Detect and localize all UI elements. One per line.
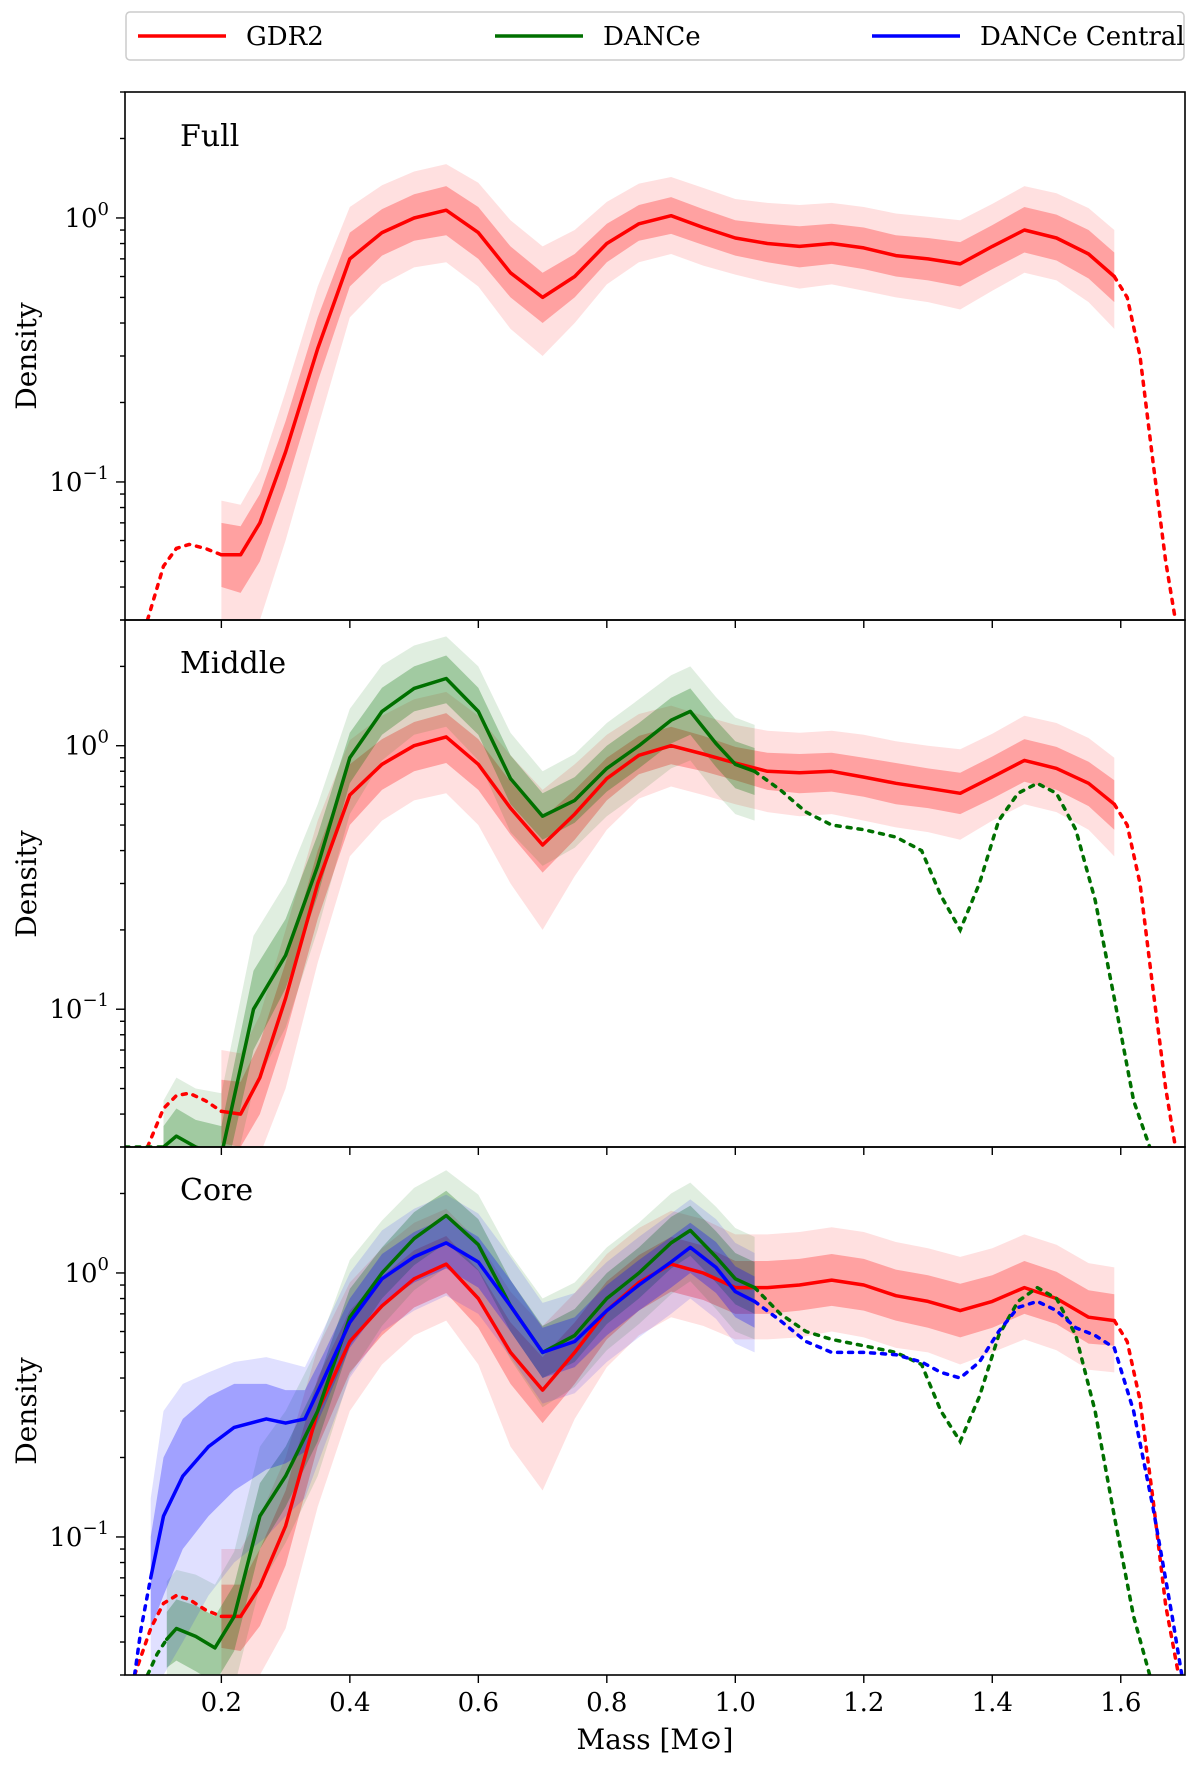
middle-gdr2-extrapolation-right — [1112, 802, 1178, 1147]
middle-dance-line — [161, 676, 757, 1147]
core-dance-central-extrapolation-left — [132, 1576, 153, 1675]
core-dance-central-line — [148, 1241, 757, 1580]
legend: GDR2 DANCe DANCe Central — [125, 11, 1185, 61]
core-dance-central-inner-band — [150, 1217, 755, 1629]
y-axis-label-core: Density — [10, 1357, 43, 1465]
core-x-tick-label: 0.6 — [458, 1688, 499, 1718]
full-gdr2-extrapolation-right — [1112, 274, 1178, 620]
core-x-tick-label: 1.0 — [715, 1688, 756, 1718]
legend-label-dance-central: DANCe Central — [980, 22, 1185, 52]
middle-gdr2-extrapolation-left — [145, 1091, 224, 1147]
ticks-middle: 10−1 100 — [49, 619, 1122, 1155]
panel-title-core: Core — [180, 1173, 253, 1208]
middle-y-tick-label: 10−1 — [49, 990, 109, 1025]
core-y-tick-label: 100 — [64, 1254, 109, 1289]
middle-y-tick-label: 100 — [64, 727, 109, 762]
legend-label-dance: DANCe — [603, 22, 701, 52]
plot-area-full — [145, 164, 1178, 620]
middle-dance-outer-band — [163, 636, 755, 1147]
panel-middle: 10−1 100 Middle Density — [10, 619, 1186, 1155]
core-gdr2-outer-band — [221, 1208, 1115, 1675]
full-gdr2-outer-band — [221, 164, 1115, 620]
plot-area-middle — [125, 636, 1178, 1147]
panel-title-full: Full — [180, 119, 239, 154]
core-y-tick-label: 10−1 — [49, 1518, 109, 1553]
ticks-core: 10−1 100 0.2 0.4 0.6 0.8 1.0 1.2 1.4 1.6 — [49, 1146, 1141, 1718]
y-axis-label-middle: Density — [10, 830, 43, 938]
x-axis-label: Mass [M⊙] — [577, 1723, 734, 1756]
ticks-full: 10−1 100 — [49, 91, 1122, 628]
core-gdr2-extrapolation-right — [1112, 1318, 1181, 1675]
core-dance-extrapolation-right — [752, 1285, 1152, 1675]
legend-entry-gdr2: GDR2 — [138, 22, 324, 52]
core-x-tick-label: 0.8 — [586, 1688, 627, 1718]
legend-entry-dance-central: DANCe Central — [872, 22, 1185, 52]
full-y-tick-label: 100 — [64, 199, 109, 234]
core-dance-central-extrapolation-right — [752, 1299, 1184, 1675]
core-gdr2-inner-band — [221, 1236, 1115, 1651]
y-axis-label-full: Density — [10, 302, 43, 410]
full-gdr2-inner-band — [221, 186, 1115, 593]
full-gdr2-extrapolation-left — [145, 542, 224, 620]
panel-title-middle: Middle — [180, 646, 286, 681]
core-x-tick-label: 0.4 — [329, 1688, 370, 1718]
plot-area-core — [132, 1170, 1184, 1675]
core-x-tick-label: 1.6 — [1100, 1688, 1141, 1718]
full-y-tick-label: 10−1 — [49, 463, 109, 498]
panel-full: 10−1 100 Full Density — [10, 91, 1186, 628]
core-x-tick-label: 1.2 — [843, 1688, 884, 1718]
core-gdr2-extrapolation-left — [132, 1593, 224, 1675]
core-x-tick-label: 0.2 — [201, 1688, 242, 1718]
middle-gdr2-line — [219, 735, 1117, 1116]
legend-label-gdr2: GDR2 — [246, 22, 324, 52]
core-dance-extrapolation-left — [145, 1637, 169, 1675]
legend-box — [125, 11, 1185, 61]
full-gdr2-line — [219, 208, 1117, 557]
legend-entry-dance: DANCe — [495, 22, 701, 52]
middle-gdr2-inner-band — [221, 713, 1115, 1147]
core-dance-line — [165, 1213, 757, 1650]
panel-core: 10−1 100 0.2 0.4 0.6 0.8 1.0 1.2 1.4 1.6 Core Den… — [10, 1146, 1186, 1718]
middle-dance-extrapolation-right — [752, 769, 1152, 1147]
core-x-tick-label: 1.4 — [972, 1688, 1013, 1718]
middle-gdr2-outer-band — [221, 691, 1115, 1147]
